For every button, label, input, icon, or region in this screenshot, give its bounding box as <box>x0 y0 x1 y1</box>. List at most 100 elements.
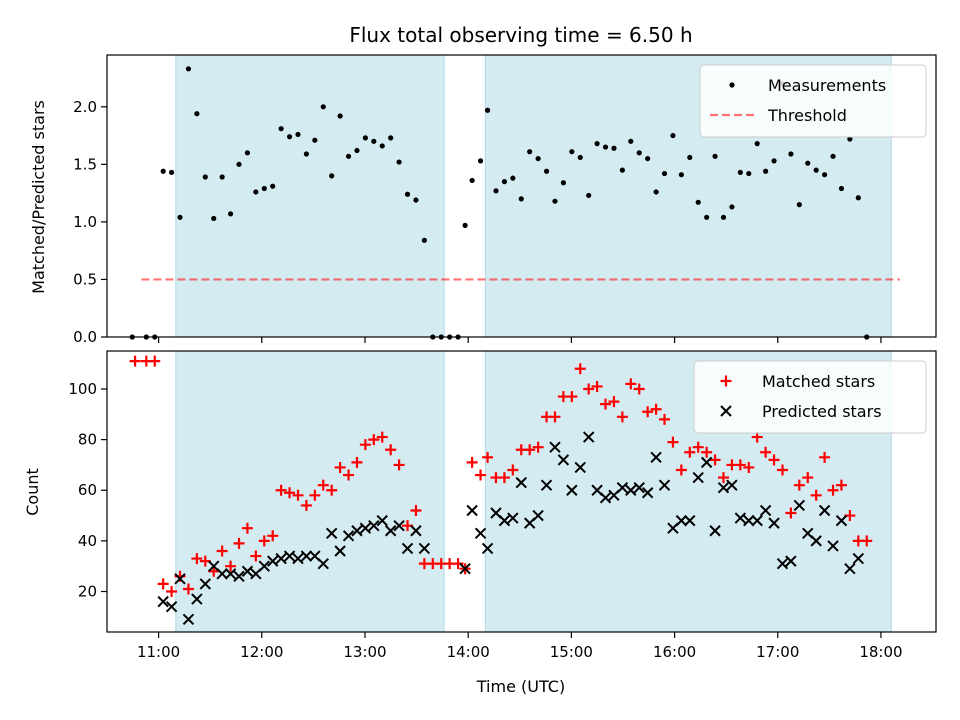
predicted-star-point <box>376 514 388 527</box>
predicted-star-point <box>658 479 671 491</box>
measurement-point <box>421 237 427 243</box>
predicted-star-point <box>844 563 856 575</box>
predicted-star-point <box>275 552 287 565</box>
predicted-star-point <box>582 431 595 443</box>
matched-star-point <box>608 396 620 408</box>
predicted-star-point <box>641 487 654 499</box>
x-tick-label: 13:00 <box>343 643 386 661</box>
measurement-point <box>168 169 175 176</box>
predicted-star-point <box>368 519 380 532</box>
series-predicted-stars <box>157 431 865 626</box>
matched-star-point <box>785 507 797 519</box>
measurement-point <box>484 107 491 113</box>
measurement-point <box>720 214 727 220</box>
x-tick-label: 15:00 <box>550 643 593 661</box>
y-tick-label: 60 <box>78 481 97 499</box>
matched-star-point <box>507 464 519 476</box>
legend-label: Matched stars <box>762 372 875 391</box>
predicted-star-point <box>216 568 228 580</box>
matched-star-point <box>776 464 788 476</box>
matched-star-point <box>532 441 544 453</box>
measurement-point <box>695 199 701 205</box>
measurement-point <box>194 111 200 117</box>
predicted-star-point <box>300 550 313 562</box>
matched-star-point <box>574 363 586 375</box>
y-tick-label: 80 <box>78 431 97 449</box>
measurement-point <box>253 189 259 195</box>
measurement-point <box>687 154 693 161</box>
measurement-point <box>653 189 659 195</box>
measurement-point <box>645 155 651 162</box>
measurement-point <box>362 135 368 141</box>
predicted-star-point <box>818 504 831 517</box>
matched-star-point <box>743 461 755 473</box>
matched-star-point <box>385 444 397 456</box>
predicted-star-point <box>241 565 254 577</box>
measurement-point <box>628 138 634 144</box>
predicted-star-point <box>540 479 553 491</box>
measurement-point <box>501 179 508 185</box>
matched-star-point <box>157 578 169 590</box>
matched-star-point <box>650 403 662 415</box>
predicted-star-point <box>401 542 414 555</box>
measurement-point <box>211 215 217 222</box>
predicted-star-point <box>768 517 780 529</box>
predicted-star-point <box>633 481 645 494</box>
matched-star-point <box>498 472 510 484</box>
predicted-star-point <box>474 527 487 539</box>
measurement-point <box>493 188 499 194</box>
matched-star-point <box>475 469 487 481</box>
measurement-point <box>371 138 377 144</box>
predicted-star-point <box>174 573 186 585</box>
predicted-star-point <box>852 552 865 565</box>
y-tick-label: 0.5 <box>73 270 97 288</box>
matched-star-point <box>309 489 321 501</box>
matched-star-point <box>129 355 141 367</box>
legend: Measurements Threshold <box>699 64 927 138</box>
measurement-point <box>286 134 293 140</box>
matched-star-point <box>317 479 329 491</box>
predicted-star-point <box>384 525 397 537</box>
measurement-point <box>354 147 360 154</box>
y-tick-label: 2.0 <box>73 98 97 116</box>
matched-star-point <box>684 446 696 458</box>
measurement-point <box>670 132 676 139</box>
x-axis-label: Time (UTC) <box>476 677 565 696</box>
legend-marker-matched <box>720 375 732 387</box>
measurement-point <box>830 153 836 159</box>
predicted-star-point <box>599 492 612 504</box>
measurement-point <box>396 159 402 165</box>
matched-star-point <box>351 456 363 468</box>
matched-star-point <box>300 499 312 511</box>
matched-star-point <box>524 444 536 456</box>
predicted-star-point <box>700 456 713 469</box>
predicted-star-point <box>835 514 848 527</box>
measurement-point <box>729 204 735 210</box>
matched-star-point <box>393 459 405 471</box>
matched-star-point <box>633 383 645 395</box>
measurement-point <box>303 151 310 157</box>
matched-star-point <box>359 439 371 451</box>
predicted-star-point <box>827 540 839 552</box>
matched-star-point <box>591 380 603 392</box>
series-measurements <box>129 66 870 340</box>
measurement-point <box>569 149 575 155</box>
matched-star-point <box>482 451 494 463</box>
predicted-star-point <box>717 481 730 494</box>
matched-star-point <box>233 537 245 549</box>
legend-label: Threshold <box>767 106 847 125</box>
predicted-star-point <box>199 578 212 590</box>
y-tick-label: 1.0 <box>73 213 97 231</box>
measurement-point <box>577 154 583 161</box>
measurement-point <box>611 145 617 151</box>
measurement-point <box>462 222 468 228</box>
matched-star-point <box>819 451 831 463</box>
series-matched-stars <box>129 355 873 597</box>
measurement-point <box>477 158 484 164</box>
predicted-star-point <box>342 530 355 542</box>
measurement-point <box>704 214 710 220</box>
measurement-point <box>535 155 541 162</box>
predicted-star-point <box>334 545 346 557</box>
measurement-point <box>219 174 225 180</box>
